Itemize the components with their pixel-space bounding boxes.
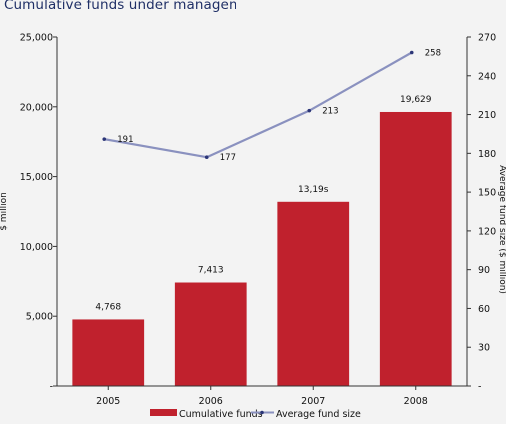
bars-group: 4,768 7,413 13,19ѕ 19,629 — [72, 95, 452, 386]
bar-value-label: 4,768 — [95, 302, 121, 312]
legend-line-label: Average fund size — [276, 409, 361, 420]
bar-2006 — [174, 282, 247, 386]
bar-2007 — [277, 201, 350, 386]
left-tick-label: - — [50, 382, 53, 393]
line-point-2008 — [409, 50, 414, 55]
left-tick-label: 20,000 — [20, 102, 53, 113]
right-tick-label: 210 — [478, 110, 496, 121]
y2-axis-title: Average fund size ($ million) — [497, 165, 506, 294]
legend-bar-label: Cumulative funds — [179, 409, 263, 420]
right-tick-label: 120 — [478, 226, 496, 237]
line-series-group: 191 177 213 258 — [102, 49, 441, 163]
bar-value-label: 7,413 — [198, 266, 224, 276]
line-value-label: 191 — [117, 135, 133, 145]
right-tick-label: 90 — [478, 265, 490, 276]
y-axis-title: $ million — [0, 192, 9, 231]
right-tick-label: - — [478, 382, 481, 393]
legend-line-marker — [260, 410, 264, 415]
left-tick-label: 10,000 — [20, 242, 53, 253]
right-tick-label: 30 — [478, 343, 490, 354]
right-tick-label: 60 — [478, 304, 490, 315]
legend-bar-swatch — [150, 409, 177, 416]
left-tick-label: 15,000 — [20, 172, 53, 183]
left-tick-label: 25,000 — [20, 33, 53, 44]
x-tick-label: 2005 — [96, 396, 120, 407]
bar-2005 — [72, 319, 145, 386]
bar-value-label: 19,629 — [400, 95, 432, 105]
bar-2008 — [379, 111, 452, 386]
x-tick-label: 2008 — [404, 396, 428, 407]
line-point-2005 — [102, 137, 107, 141]
line-point-2007 — [307, 108, 312, 113]
line-value-label: 258 — [425, 49, 441, 59]
line-value-label: 213 — [322, 107, 338, 117]
left-tick-label: 5,000 — [26, 312, 53, 323]
line-value-label: 177 — [220, 153, 236, 163]
chart-title: Cumulative funds under management — [4, 0, 236, 13]
x-tick-label: 2006 — [199, 396, 223, 407]
bar-value-label: 13,19ѕ — [298, 185, 329, 195]
right-tick-label: 150 — [478, 188, 496, 199]
right-tick-label: 270 — [478, 33, 496, 44]
x-tick-label: 2007 — [301, 396, 325, 407]
line-average-fund-size — [104, 51, 413, 159]
right-tick-label: 240 — [478, 71, 496, 82]
line-point-2006 — [204, 155, 209, 160]
axes-group: - 5,000 10,000 15,000 20,000 25,000 - 30 60 90 120… — [0, 33, 506, 408]
legend: Cumulative funds Average fund size — [150, 409, 361, 420]
right-tick-label: 180 — [478, 149, 496, 160]
